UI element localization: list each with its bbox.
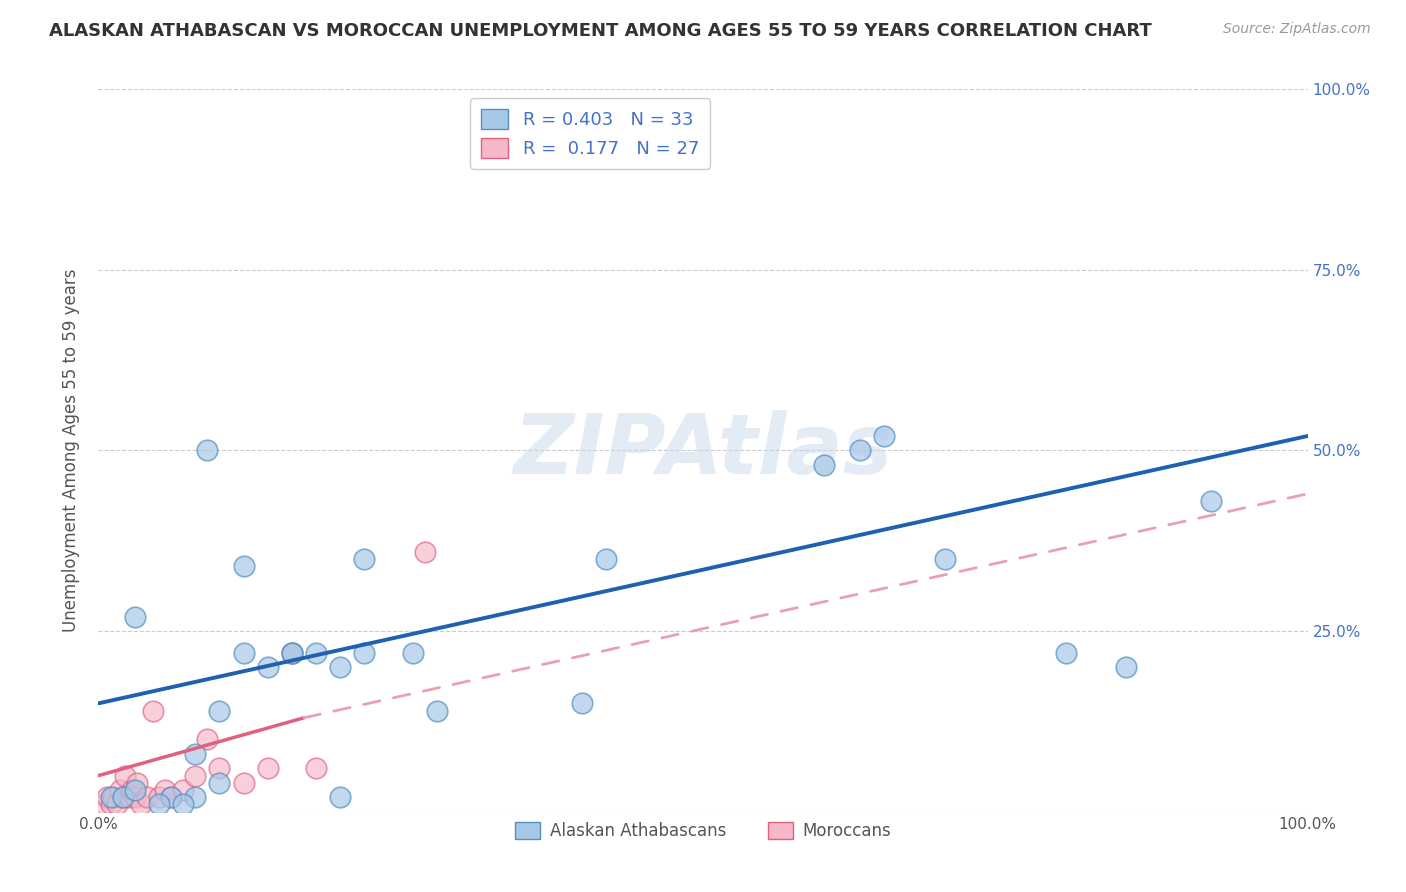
Point — [208, 761, 231, 775]
Point — [172, 797, 194, 812]
Point — [402, 646, 425, 660]
Point — [329, 790, 352, 805]
Point — [114, 769, 136, 783]
Point — [148, 797, 170, 812]
Point — [353, 646, 375, 660]
Point — [281, 646, 304, 660]
Point — [232, 646, 254, 660]
Point — [813, 458, 835, 472]
Text: Source: ZipAtlas.com: Source: ZipAtlas.com — [1223, 22, 1371, 37]
Point — [426, 704, 449, 718]
Point — [96, 790, 118, 805]
Point — [100, 797, 122, 812]
Point — [208, 704, 231, 718]
Point — [124, 790, 146, 805]
Point — [281, 646, 304, 660]
Point — [329, 660, 352, 674]
Legend: Alaskan Athabascans, Moroccans: Alaskan Athabascans, Moroccans — [508, 815, 898, 847]
Point — [849, 443, 872, 458]
Point — [353, 551, 375, 566]
Point — [184, 790, 207, 805]
Point — [571, 696, 593, 710]
Point — [121, 783, 143, 797]
Point — [100, 790, 122, 805]
Text: ALASKAN ATHABASCAN VS MOROCCAN UNEMPLOYMENT AMONG AGES 55 TO 59 YEARS CORRELATIO: ALASKAN ATHABASCAN VS MOROCCAN UNEMPLOYM… — [49, 22, 1152, 40]
Point — [1199, 494, 1222, 508]
Point — [305, 646, 328, 660]
Point — [595, 551, 617, 566]
Point — [1115, 660, 1137, 674]
Point — [184, 747, 207, 761]
Point — [195, 443, 218, 458]
Point — [124, 609, 146, 624]
Point — [148, 790, 170, 805]
Point — [195, 732, 218, 747]
Point — [124, 783, 146, 797]
Point — [93, 797, 115, 812]
Point — [160, 790, 183, 805]
Point — [111, 790, 134, 805]
Point — [118, 790, 141, 805]
Point — [256, 761, 278, 775]
Point — [413, 544, 436, 558]
Point — [153, 783, 176, 797]
Point — [101, 790, 124, 805]
Point — [305, 761, 328, 775]
Y-axis label: Unemployment Among Ages 55 to 59 years: Unemployment Among Ages 55 to 59 years — [62, 268, 80, 632]
Point — [232, 776, 254, 790]
Point — [281, 646, 304, 660]
Point — [105, 797, 128, 812]
Point — [127, 776, 149, 790]
Point — [160, 790, 183, 805]
Point — [172, 783, 194, 797]
Point — [208, 776, 231, 790]
Point — [232, 559, 254, 574]
Point — [184, 769, 207, 783]
Text: ZIPAtlas: ZIPAtlas — [513, 410, 893, 491]
Point — [129, 797, 152, 812]
Point — [108, 783, 131, 797]
Point — [142, 704, 165, 718]
Point — [135, 790, 157, 805]
Point — [111, 790, 134, 805]
Point — [934, 551, 956, 566]
Point — [1054, 646, 1077, 660]
Point — [873, 429, 896, 443]
Point — [256, 660, 278, 674]
